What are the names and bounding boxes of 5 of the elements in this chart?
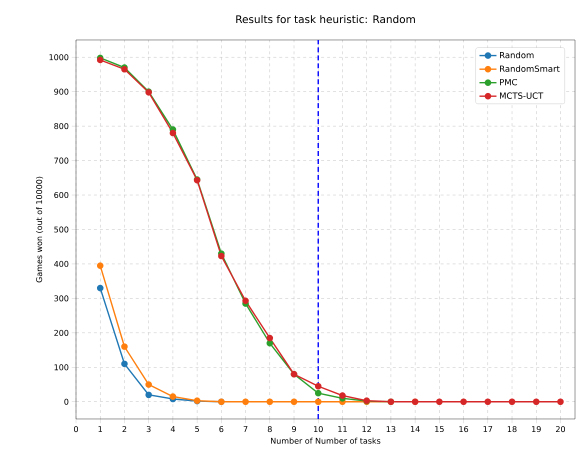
legend-label: RandomSmart [500, 65, 560, 72]
chart-title: Results for task heuristic: Random [236, 15, 415, 24]
legend-label: PMC [500, 78, 518, 86]
legend-label: MCTS-UCT [500, 92, 544, 99]
legend-label: Random [500, 52, 534, 58]
